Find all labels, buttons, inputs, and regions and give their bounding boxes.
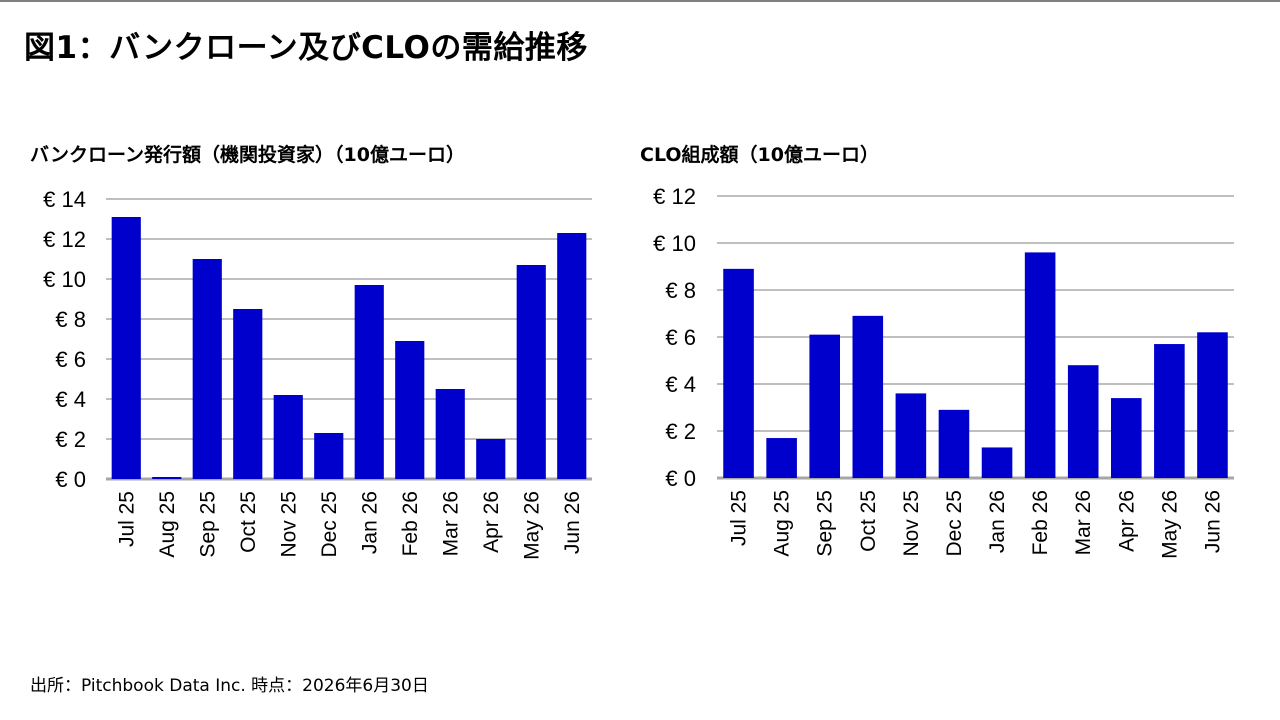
bank-loan-bar: [354, 285, 384, 479]
clo-bar: [766, 438, 797, 478]
bank-loan-bar: [233, 309, 263, 479]
bank-loan-x-tick-label: Jan 26: [358, 491, 381, 554]
bank-loan-x-tick-label: Jul 25: [115, 491, 138, 547]
bank-loan-x-tick-label: Feb 26: [399, 491, 422, 556]
bank-loan-bar: [476, 439, 506, 479]
bank-loan-y-tick-label: € 4: [55, 387, 86, 412]
bank-loan-y-tick-label: € 10: [43, 267, 86, 292]
bank-loan-bar: [557, 233, 587, 479]
clo-y-tick-label: € 8: [665, 278, 696, 303]
clo-bar: [1110, 398, 1142, 478]
chart-title-bank-loan: バンクローン発行額（機関投資家）（10億ユーロ）: [30, 144, 465, 166]
clo-x-tick-label: Feb 26: [1029, 490, 1052, 555]
clo-bar: [981, 447, 1013, 478]
clo-y-tick-label: € 6: [665, 325, 696, 350]
bank-loan-bar: [314, 433, 344, 479]
bank-loan-y-tick-label: € 2: [55, 427, 86, 452]
clo-bar: [723, 268, 754, 478]
chart-title-clo: CLO組成額（10億ユーロ）: [640, 144, 879, 166]
top-divider-line: [0, 0, 1280, 2]
clo-bar: [938, 409, 970, 478]
clo-y-tick-label: € 12: [653, 184, 696, 209]
clo-x-tick-label: Sep 25: [814, 490, 837, 557]
clo-x-tick-label: Apr 26: [1115, 490, 1138, 552]
clo-bar: [895, 393, 927, 478]
bank-loan-y-tick-label: € 6: [55, 347, 86, 372]
clo-y-tick-label: € 0: [665, 466, 696, 491]
bank-loan-x-tick-label: Aug 25: [156, 491, 179, 558]
clo-x-tick-label: May 26: [1158, 490, 1181, 559]
bank-loan-bar: [435, 389, 465, 479]
bank-loan-y-tick-label: € 12: [43, 227, 86, 252]
clo-x-tick-label: Oct 25: [857, 490, 880, 552]
clo-x-tick-label: Aug 25: [771, 490, 794, 557]
clo-bar: [809, 334, 841, 478]
bank-loan-x-tick-label: Sep 25: [196, 491, 219, 558]
source-note: 出所：Pitchbook Data Inc. 時点：2026年6月30日: [30, 676, 429, 696]
bank-loan-x-tick-label: Oct 25: [237, 491, 260, 553]
bank-loan-x-tick-label: May 26: [520, 491, 543, 560]
clo-y-tick-label: € 2: [665, 419, 696, 444]
clo-y-tick-label: € 4: [665, 372, 696, 397]
clo-bar: [1024, 252, 1056, 478]
clo-bar: [1154, 344, 1185, 478]
bank-loan-y-tick-label: € 14: [43, 187, 86, 212]
bank-loan-y-tick-label: € 0: [55, 467, 86, 492]
clo-y-tick-label: € 10: [653, 231, 696, 256]
clo-x-tick-label: Dec 25: [943, 490, 966, 557]
clo-x-tick-label: Nov 25: [900, 490, 923, 557]
bank-loan-x-tick-label: Dec 25: [318, 491, 341, 558]
page-title: 図1：バンクローン及びCLOの需給推移: [24, 30, 588, 66]
bank-loan-bar: [192, 259, 222, 479]
clo-x-tick-label: Jul 25: [728, 490, 751, 546]
bank-loan-y-tick-label: € 8: [55, 307, 86, 332]
clo-x-tick-label: Jan 26: [986, 490, 1009, 553]
bank-loan-bar: [152, 477, 182, 479]
bank-loan-bar: [111, 217, 141, 479]
bank-loan-x-tick-label: Apr 26: [480, 491, 503, 553]
bank-loan-x-tick-label: Mar 26: [439, 491, 462, 556]
bank-loan-x-tick-label: Jun 26: [561, 491, 584, 554]
clo-bar: [852, 315, 884, 478]
bank-loan-bar: [516, 265, 546, 479]
bank-loan-x-tick-label: Nov 25: [277, 491, 300, 558]
bank-loan-bar: [395, 341, 425, 479]
clo-x-tick-label: Jun 26: [1201, 490, 1224, 553]
clo-bar: [1067, 365, 1099, 478]
clo-bar: [1197, 332, 1228, 478]
clo-x-tick-label: Mar 26: [1072, 490, 1095, 555]
bank-loan-bar: [273, 395, 303, 479]
